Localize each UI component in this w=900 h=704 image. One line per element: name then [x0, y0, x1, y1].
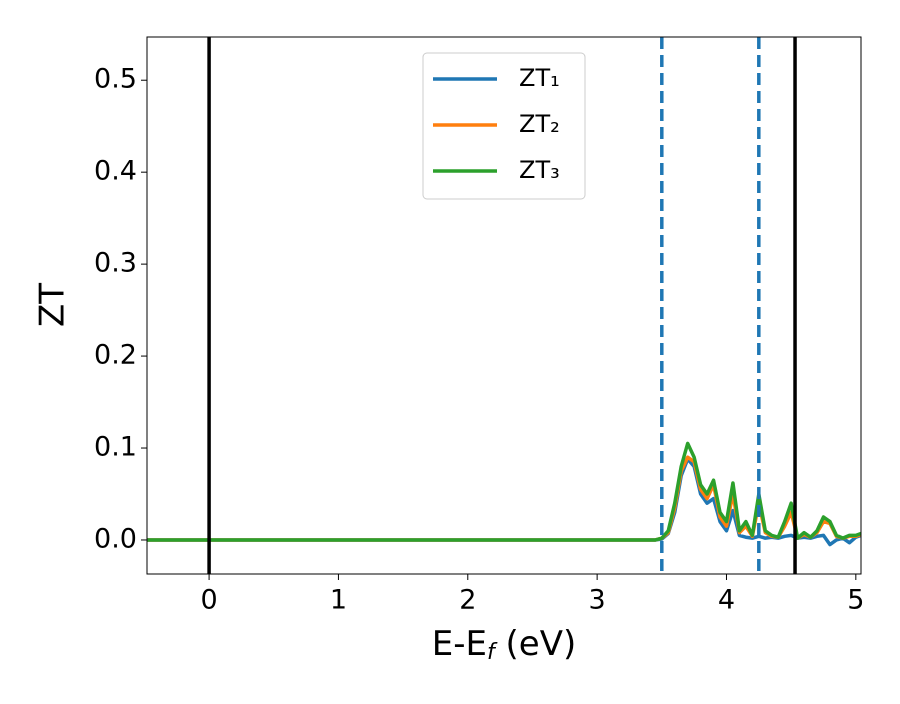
plot-frame: [146, 36, 862, 575]
y-tick-label: 0.2: [94, 340, 137, 371]
y-tick-label: 0.4: [94, 156, 137, 187]
x-tick-label: 4: [718, 585, 735, 616]
x-tick-label: 2: [459, 585, 476, 616]
legend-label: ZT₃: [519, 156, 560, 184]
x-label-sub: f: [487, 640, 498, 665]
legend-box: [422, 52, 586, 200]
x-tick-label: 0: [200, 585, 217, 616]
legend-label: ZT₂: [519, 110, 560, 138]
y-tick-label: 0.1: [94, 432, 137, 463]
y-tick-label: 0.0: [94, 523, 137, 554]
y-tick-label: 0.3: [94, 248, 137, 279]
y-tick-label: 0.5: [94, 64, 137, 95]
y-axis-label: ZT: [33, 283, 73, 327]
series-line: [147, 441, 861, 542]
x-tick-label: 1: [330, 585, 347, 616]
x-label-main: E-E: [432, 624, 487, 664]
legend: ZT₁ ZT₂ ZT₃: [422, 52, 586, 200]
plot-area: [147, 37, 861, 574]
x-tick-label: 5: [847, 585, 864, 616]
legend-label: ZT₁: [519, 64, 560, 92]
x-label-unit: (eV): [495, 624, 577, 664]
x-tick-label: 3: [589, 585, 606, 616]
x-axis-label: E-Ef (eV): [432, 624, 577, 666]
